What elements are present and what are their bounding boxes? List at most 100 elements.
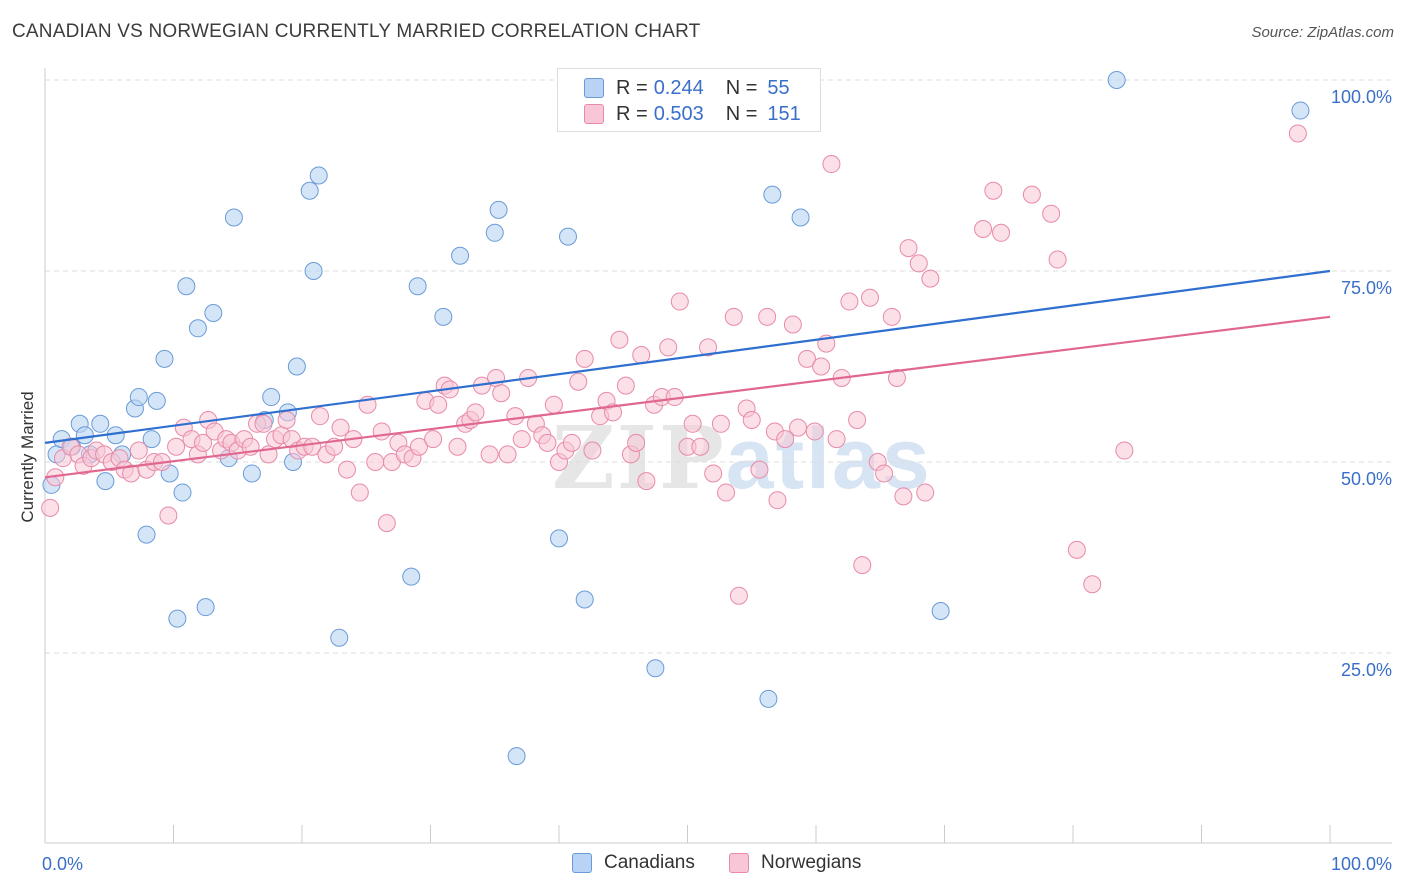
canadians-point xyxy=(129,388,148,407)
norwegians-point xyxy=(822,155,841,174)
canadians-point xyxy=(402,567,421,586)
norwegians-point xyxy=(768,491,787,510)
norwegians-points xyxy=(41,124,1307,605)
canadians-point xyxy=(1291,101,1310,120)
norwegians-point xyxy=(974,219,993,238)
norwegians-n-value: 151 xyxy=(767,102,801,125)
norwegians-point xyxy=(1022,185,1041,204)
canadians-legend-label: Canadians xyxy=(604,852,695,873)
norwegians-point xyxy=(41,498,60,517)
norwegians-point xyxy=(670,292,689,311)
norwegians-point xyxy=(129,441,148,460)
canadians-point xyxy=(204,304,223,323)
canadians-point xyxy=(155,349,174,368)
norwegians-point xyxy=(627,433,646,452)
norwegians-point xyxy=(337,460,356,479)
grid-lines xyxy=(45,79,1392,654)
norwegians-point xyxy=(1288,124,1307,143)
norwegians-point xyxy=(909,254,928,273)
axes xyxy=(44,68,1392,844)
norwegians-point xyxy=(424,430,443,449)
norwegians-point xyxy=(350,483,369,502)
norwegians-point xyxy=(1083,575,1102,594)
norwegians-point xyxy=(372,422,391,441)
canadians-point xyxy=(147,391,166,410)
norwegians-point xyxy=(637,472,656,491)
norwegians-point xyxy=(492,384,511,403)
norwegians-point xyxy=(860,288,879,307)
norwegians-point xyxy=(921,269,940,288)
y-tick-label-75: 75.0% xyxy=(1341,278,1392,298)
canadians-point xyxy=(489,200,508,219)
norwegians-point xyxy=(699,338,718,357)
canadians-point xyxy=(188,319,207,338)
canadians-point xyxy=(330,628,349,647)
y-axis-label: Currently Married xyxy=(18,391,37,522)
canadians-point xyxy=(168,609,187,628)
norwegians-point xyxy=(1067,540,1086,559)
canadians-point xyxy=(96,472,115,491)
norwegians-n-label: N = xyxy=(725,102,758,125)
watermark-atlas: atlas xyxy=(725,411,932,507)
canadians-point xyxy=(75,426,94,445)
norwegians-legend-swatch xyxy=(729,853,749,873)
norwegians-point xyxy=(448,437,467,456)
norwegians-point xyxy=(875,464,894,483)
norwegians-point xyxy=(776,430,795,449)
norwegians-legend-label: Norwegians xyxy=(761,852,862,873)
canadians-point xyxy=(262,388,281,407)
norwegians-point xyxy=(466,403,485,422)
norwegians-point xyxy=(805,422,824,441)
legend-item-canadians[interactable]: Canadians xyxy=(572,852,695,874)
trend-lines xyxy=(44,269,1331,479)
norwegians-point xyxy=(159,506,178,525)
norwegians-point xyxy=(429,395,448,414)
canadians-point xyxy=(137,525,156,544)
canadians-point xyxy=(485,223,504,242)
canadians-point xyxy=(91,414,110,433)
norwegians-swatch xyxy=(584,104,604,124)
stats-legend: R = 0.244 N = 55 R = 0.503 N = 151 xyxy=(557,68,821,132)
y-tick-label-100: 100.0% xyxy=(1331,87,1392,107)
norwegians-point xyxy=(310,407,329,426)
norwegians-point xyxy=(724,307,743,326)
canadians-point xyxy=(575,590,594,609)
canadians-point xyxy=(173,483,192,502)
norwegians-point xyxy=(512,430,531,449)
norwegians-point xyxy=(848,410,867,429)
norwegians-point xyxy=(812,357,831,376)
canadians-point xyxy=(287,357,306,376)
norwegians-point xyxy=(569,372,588,391)
canadians-point xyxy=(1107,71,1126,89)
norwegians-point xyxy=(899,239,918,258)
norwegians-point xyxy=(610,330,629,349)
norwegians-point xyxy=(575,349,594,368)
x-tick-label-100: 100.0% xyxy=(1331,854,1392,874)
legend-item-norwegians[interactable]: Norwegians xyxy=(729,852,861,874)
norwegians-point xyxy=(603,403,622,422)
canadians-point xyxy=(759,689,778,708)
tick-labels: 25.0% 50.0% 75.0% 100.0% 0.0% 100.0% xyxy=(42,87,1392,874)
norwegians-point xyxy=(366,453,385,471)
norwegians-point xyxy=(480,445,499,464)
canadians-n-value: 55 xyxy=(767,76,790,99)
norwegians-point xyxy=(1042,204,1061,223)
norwegians-point xyxy=(506,407,525,426)
source-label: Source: ZipAtlas.com xyxy=(1251,24,1394,41)
norwegians-point xyxy=(887,368,906,387)
canadians-point xyxy=(434,307,453,326)
norwegians-point xyxy=(840,292,859,311)
canadians-legend-swatch xyxy=(572,853,592,873)
canadians-point xyxy=(451,246,470,265)
norwegians-point xyxy=(683,414,702,433)
norwegians-point xyxy=(704,464,723,483)
norwegians-point xyxy=(758,307,777,326)
norwegians-point xyxy=(992,223,1011,242)
norwegians-point xyxy=(853,556,872,575)
canadians-point xyxy=(550,529,568,548)
canadians-trend-line xyxy=(44,269,1331,444)
y-tick-label-25: 25.0% xyxy=(1341,660,1392,680)
norwegians-point xyxy=(194,433,213,452)
norwegians-point xyxy=(1115,441,1134,460)
canadians-point xyxy=(304,262,323,280)
